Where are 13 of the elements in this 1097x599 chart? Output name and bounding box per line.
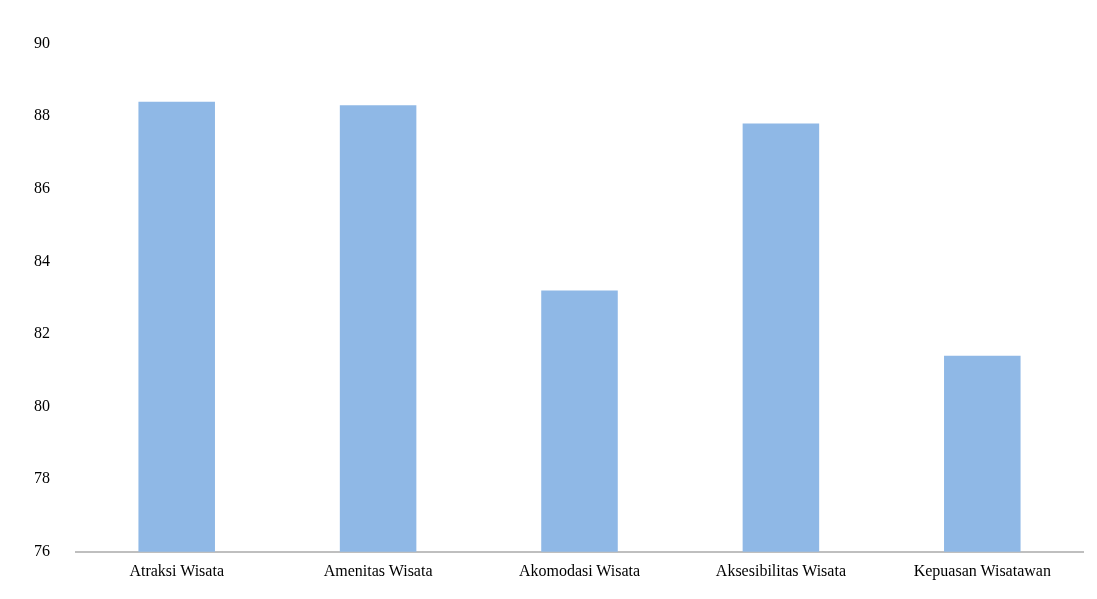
y-tick-label: 84 [34,251,50,269]
x-tick-label: Akomodasi Wisata [518,561,641,579]
y-tick-label: 82 [34,324,50,342]
y-tick-label: 86 [34,179,50,196]
y-tick-label: 78 [34,469,50,487]
x-tick-label: Atraksi Wisata [129,561,224,579]
x-tick-label: Amenitas Wisata [323,561,433,579]
y-tick-label: 76 [34,542,50,559]
x-tick-label: Kepuasan Wisatawan [913,561,1051,580]
y-tick-label: 90 [34,33,50,51]
x-tick-label: Aksesibilitas Wisata [715,561,846,579]
y-tick-label: 80 [34,396,50,414]
y-tick-label: 88 [34,106,50,124]
